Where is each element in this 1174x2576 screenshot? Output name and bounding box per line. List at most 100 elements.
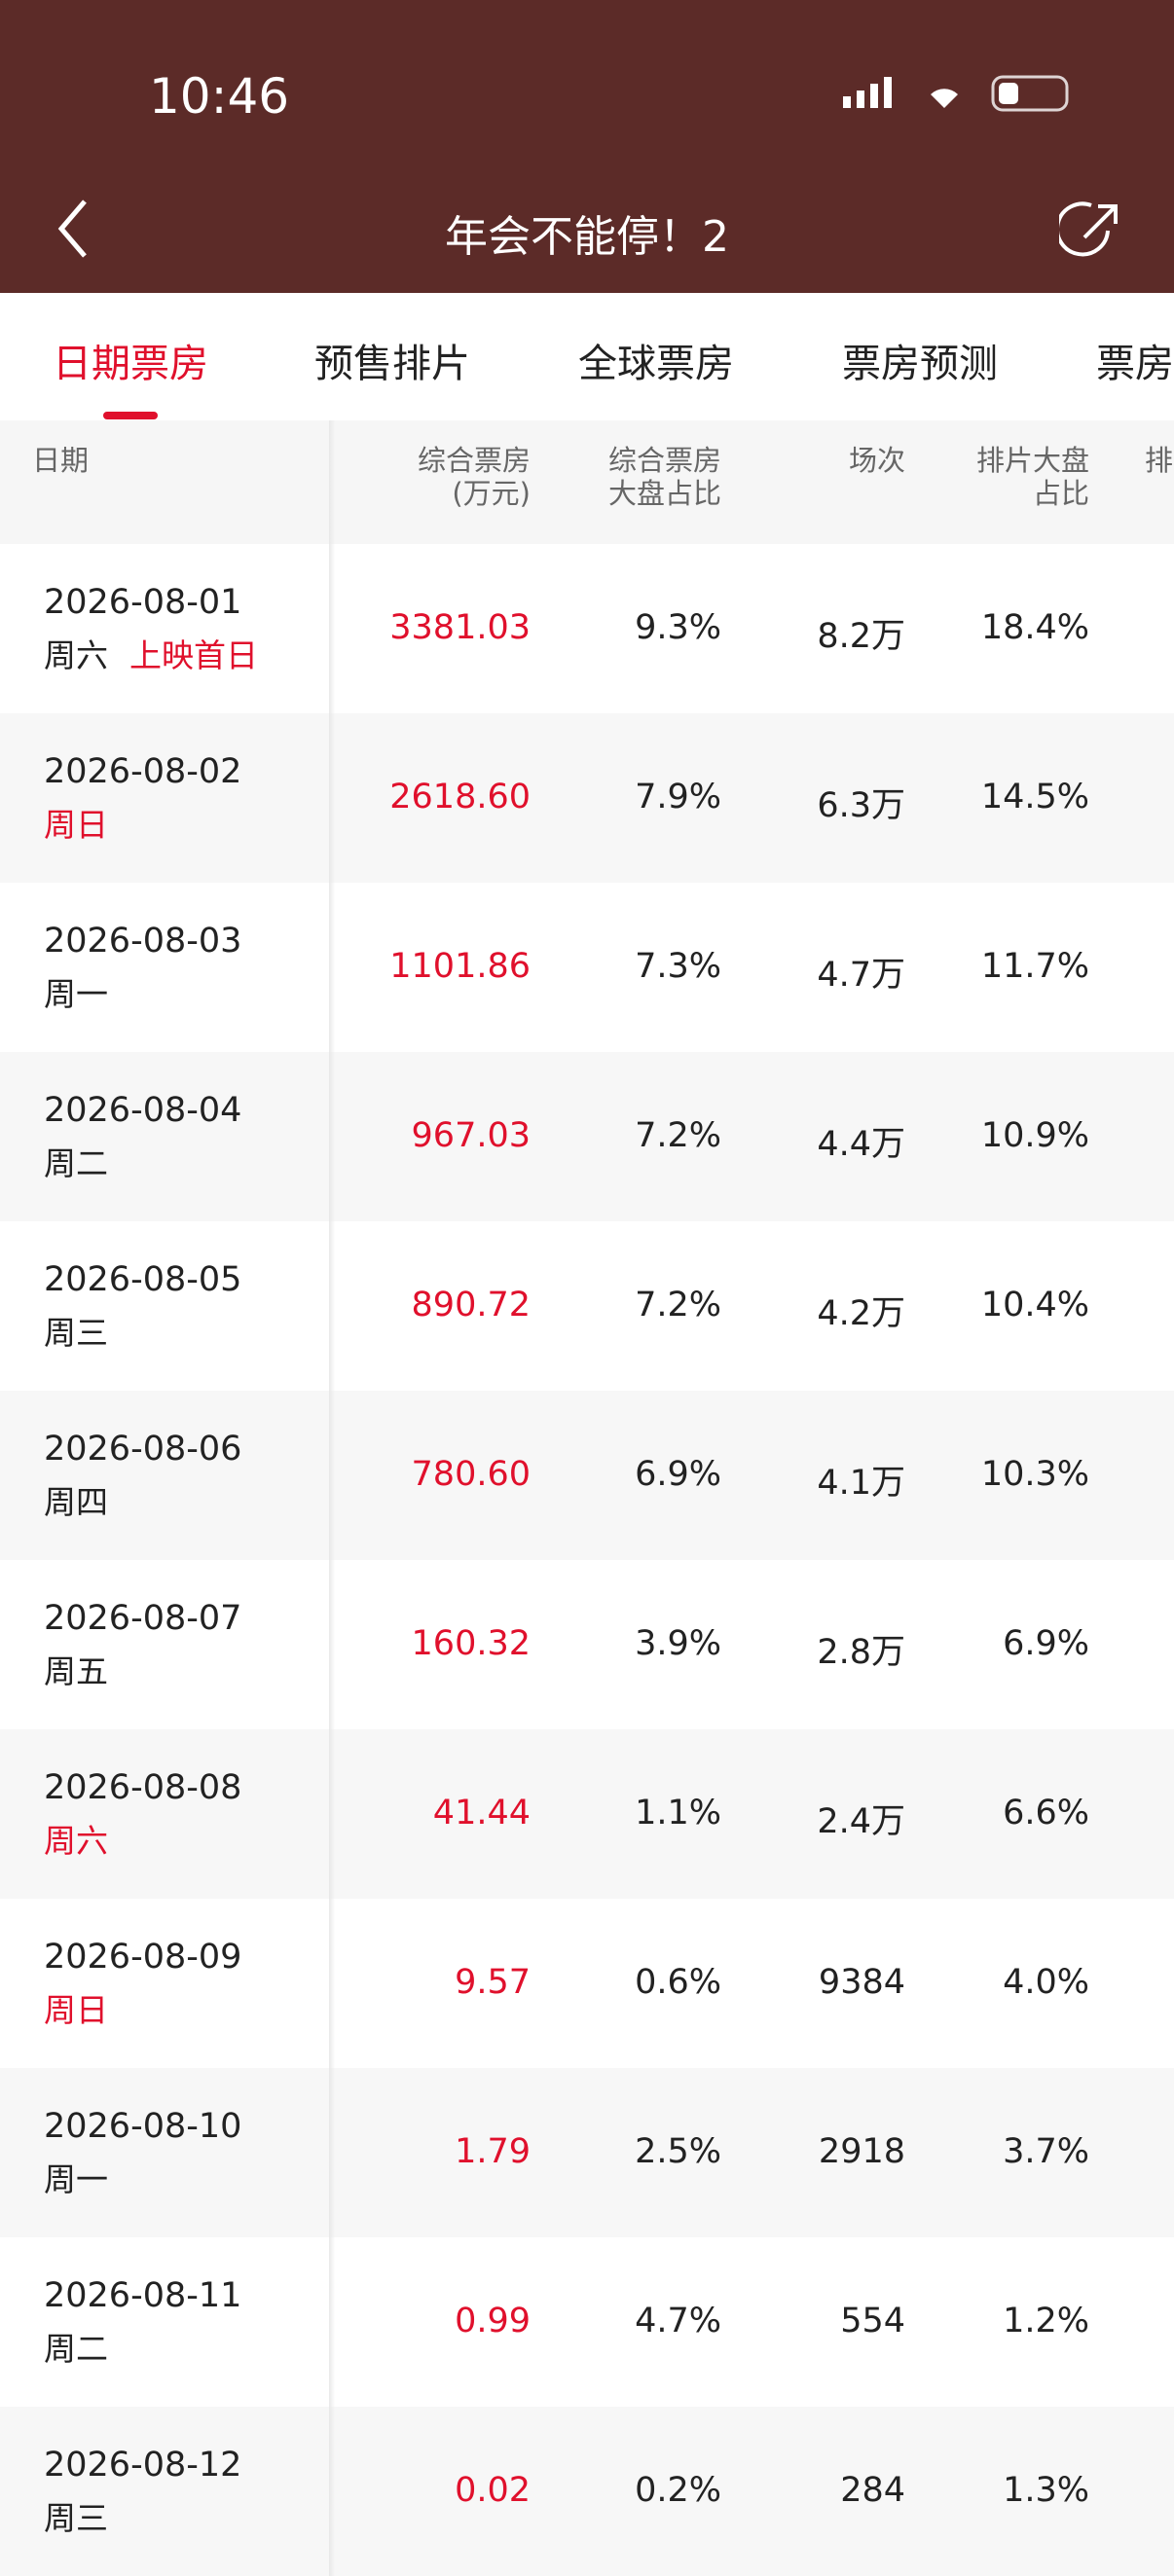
box-office: 1.79 bbox=[455, 2132, 531, 2171]
nav-bar: 10:46 年会不能停！2 bbox=[0, 0, 1174, 293]
schedule: 10.3% bbox=[980, 1455, 1089, 1494]
schedule: 3.7% bbox=[1003, 2132, 1089, 2171]
divider bbox=[329, 713, 335, 883]
title: 年会不能停！2 bbox=[445, 212, 729, 262]
schedule: 10.4% bbox=[980, 1286, 1089, 1324]
box-office: 967.03 bbox=[411, 1116, 531, 1155]
tab[interactable]: 票房 bbox=[1096, 342, 1174, 386]
date: 2026-08-01 bbox=[44, 583, 242, 622]
shows: 9384 bbox=[818, 1963, 905, 2002]
back-button[interactable] bbox=[54, 198, 92, 260]
weekday: 周二 bbox=[44, 1144, 108, 1182]
weekday: 周三 bbox=[44, 1314, 108, 1352]
date: 2026-08-09 bbox=[44, 1938, 242, 1977]
share: 4.7% bbox=[635, 2302, 721, 2340]
weekday: 周日 bbox=[44, 1991, 108, 2029]
tab-bar: 日期票房 预售排片 全球票房 票房预测 票房 bbox=[0, 293, 1174, 420]
tab[interactable]: 日期票房 bbox=[53, 342, 208, 386]
shows: 4.7万 bbox=[817, 956, 905, 995]
schedule: 11.7% bbox=[980, 947, 1089, 986]
divider bbox=[329, 2237, 335, 2407]
shows: 2.4万 bbox=[817, 1802, 905, 1841]
date: 2026-08-08 bbox=[44, 1768, 242, 1807]
column-header: 综合票房 bbox=[417, 444, 531, 477]
share: 1.1% bbox=[635, 1794, 721, 1832]
table-row: 2026-08-12 周三 0.02 0.2% 284 1.3% bbox=[0, 2407, 1174, 2576]
weekday: 周五 bbox=[44, 1652, 108, 1690]
shows: 6.3万 bbox=[817, 786, 905, 825]
date: 2026-08-07 bbox=[44, 1599, 242, 1638]
share: 0.6% bbox=[635, 1963, 721, 2002]
divider bbox=[329, 1052, 335, 1221]
schedule: 18.4% bbox=[980, 608, 1089, 647]
weekday: 周三 bbox=[44, 2499, 108, 2537]
box-office: 0.99 bbox=[455, 2302, 531, 2340]
shows: 8.2万 bbox=[817, 617, 905, 656]
column-header: (万元) bbox=[452, 477, 531, 510]
box-office: 1101.86 bbox=[389, 947, 531, 986]
share: 9.3% bbox=[635, 608, 721, 647]
date: 2026-08-03 bbox=[44, 922, 242, 961]
box-office: 890.72 bbox=[411, 1286, 531, 1324]
weekday: 周六 bbox=[44, 636, 108, 674]
tab[interactable]: 票房预测 bbox=[842, 342, 998, 386]
date: 2026-08-10 bbox=[44, 2107, 242, 2146]
table-row: 2026-08-08 周六 41.44 1.1% 2.4万 6.6% bbox=[0, 1729, 1174, 1899]
status-icons bbox=[843, 75, 1069, 112]
schedule: 6.9% bbox=[1003, 1624, 1089, 1663]
divider bbox=[329, 420, 335, 544]
tab-indicator bbox=[103, 412, 158, 419]
weekday: 周日 bbox=[44, 806, 108, 844]
divider bbox=[329, 1391, 335, 1560]
share: 6.9% bbox=[635, 1455, 721, 1494]
schedule: 14.5% bbox=[980, 778, 1089, 816]
tab[interactable]: 全球票房 bbox=[578, 342, 734, 386]
table-row: 2026-08-11 周二 0.99 4.7% 554 1.2% bbox=[0, 2237, 1174, 2407]
divider bbox=[329, 2407, 335, 2576]
table-row: 2026-08-02 周日 2618.60 7.9% 6.3万 14.5% bbox=[0, 713, 1174, 883]
schedule: 1.3% bbox=[1003, 2471, 1089, 2510]
table-row: 2026-08-07 周五 160.32 3.9% 2.8万 6.9% bbox=[0, 1560, 1174, 1729]
box-office: 3381.03 bbox=[389, 608, 531, 647]
divider bbox=[329, 883, 335, 1052]
shows: 4.4万 bbox=[817, 1125, 905, 1164]
shows: 2.8万 bbox=[817, 1633, 905, 1672]
divider bbox=[329, 1560, 335, 1729]
tab[interactable]: 预售排片 bbox=[314, 342, 470, 386]
table-row: 2026-08-10 周一 1.79 2.5% 2918 3.7% bbox=[0, 2068, 1174, 2237]
column-header: 排片大盘 bbox=[975, 444, 1089, 477]
box-office: 780.60 bbox=[411, 1455, 531, 1494]
column-header: 占比 bbox=[1032, 477, 1089, 510]
schedule: 6.6% bbox=[1003, 1794, 1089, 1832]
shows: 554 bbox=[840, 2302, 905, 2340]
shows: 2918 bbox=[818, 2132, 905, 2171]
date: 2026-08-11 bbox=[44, 2276, 242, 2315]
schedule: 1.2% bbox=[1003, 2302, 1089, 2340]
box-office: 9.57 bbox=[455, 1963, 531, 2002]
box-office: 0.02 bbox=[455, 2471, 531, 2510]
weekday: 周四 bbox=[44, 1483, 108, 1521]
table-row: 2026-08-01 周六 上映首日 3381.03 9.3% 8.2万 18.4% bbox=[0, 544, 1174, 713]
share-button[interactable] bbox=[1059, 199, 1123, 263]
schedule: 10.9% bbox=[980, 1116, 1089, 1155]
date: 2026-08-02 bbox=[44, 752, 242, 791]
share: 7.2% bbox=[635, 1286, 721, 1324]
schedule: 4.0% bbox=[1003, 1963, 1089, 2002]
table-row: 2026-08-06 周四 780.60 6.9% 4.1万 10.3% bbox=[0, 1391, 1174, 1560]
divider bbox=[329, 1221, 335, 1391]
table-row: 2026-08-05 周三 890.72 7.2% 4.2万 10.4% bbox=[0, 1221, 1174, 1391]
column-header: 综合票房 bbox=[607, 444, 721, 477]
date: 2026-08-12 bbox=[44, 2446, 242, 2485]
box-office: 160.32 bbox=[411, 1624, 531, 1663]
weekday: 周一 bbox=[44, 2160, 108, 2198]
divider bbox=[329, 2068, 335, 2237]
date: 2026-08-06 bbox=[44, 1430, 242, 1469]
divider bbox=[329, 1729, 335, 1899]
table-row: 2026-08-09 周日 9.57 0.6% 9384 4.0% bbox=[0, 1899, 1174, 2068]
share: 7.3% bbox=[635, 947, 721, 986]
share: 3.9% bbox=[635, 1624, 721, 1663]
table-row: 2026-08-04 周二 967.03 7.2% 4.4万 10.9% bbox=[0, 1052, 1174, 1221]
column-header: 大盘占比 bbox=[607, 477, 721, 510]
divider bbox=[329, 1899, 335, 2068]
